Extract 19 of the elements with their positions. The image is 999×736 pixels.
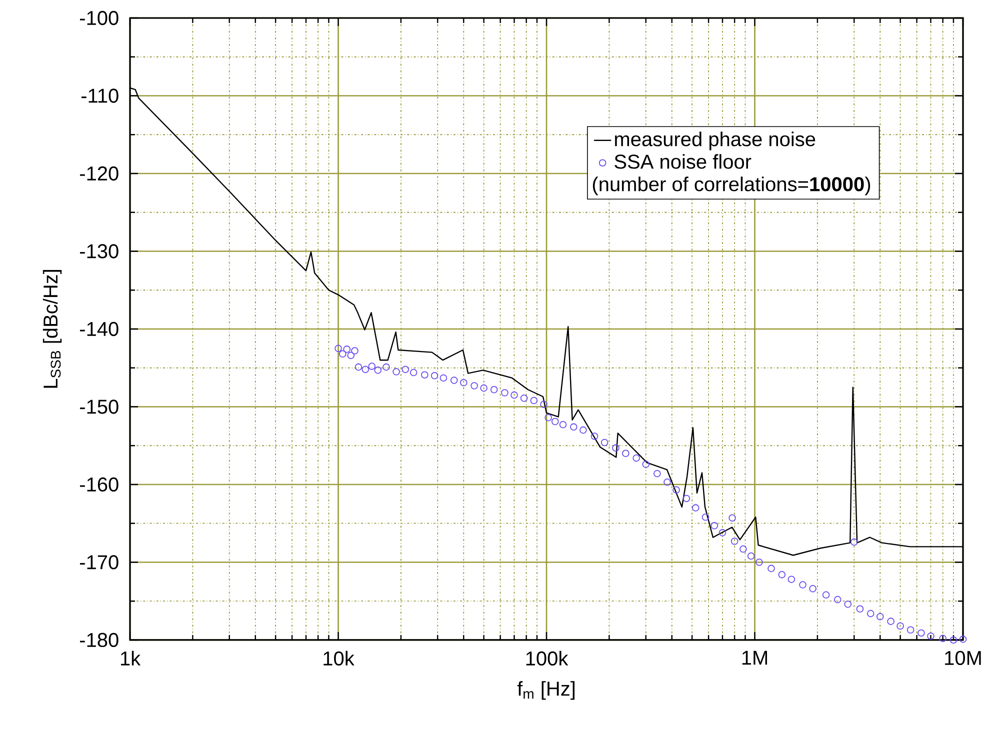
y-axis-title: L$_{SSB}$ [dBc/Hz]: [42, 270, 62, 388]
y-tick-label: -100: [80, 10, 118, 26]
x-tick-label: 10k: [324, 650, 354, 666]
annotation: (number of correlations=10000): [592, 176, 870, 196]
y-tick-label: -160: [80, 477, 118, 492]
y-tick-label: -120: [80, 166, 118, 181]
y-tick-label: -180: [80, 632, 118, 648]
x-tick-label: 100k: [526, 650, 568, 666]
y-tick-label: -150: [80, 400, 118, 414]
x-tick-label: 1M: [742, 650, 767, 665]
x-tick-label: 10M: [945, 650, 981, 666]
y-tick-label: -170: [80, 555, 118, 570]
y-tick-label: -110: [81, 88, 118, 103]
y-tick-label: -140: [80, 322, 118, 336]
x-axis-title: f$_{m}$ [Hz]: [517, 681, 574, 700]
x-tick-label: 1k: [120, 650, 141, 666]
legend-label: SSA noise floor: [614, 154, 752, 169]
legend-label: measured phase noise: [615, 132, 816, 150]
y-tick-label: -130: [80, 244, 118, 258]
